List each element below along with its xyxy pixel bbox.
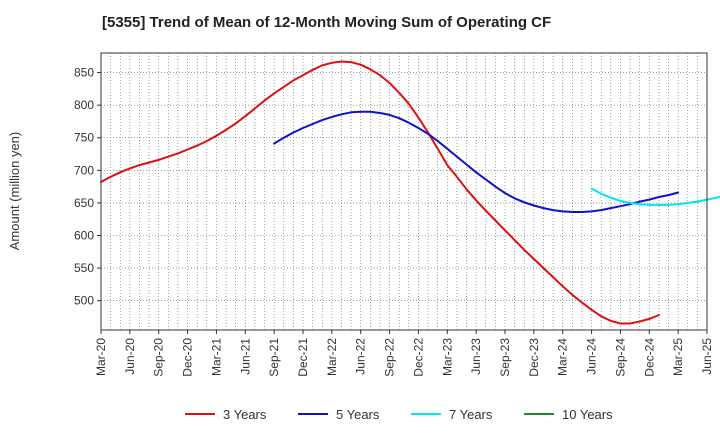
x-tick-label: Jun-20 [123, 338, 137, 375]
grid [101, 53, 707, 330]
x-tick-label: Mar-22 [325, 338, 339, 376]
y-tick-label: 500 [74, 294, 94, 308]
x-tick-label: Dec-21 [296, 338, 310, 377]
x-tick-label: Dec-20 [181, 338, 195, 377]
y-tick-label: 800 [74, 98, 94, 112]
x-tick-label: Mar-24 [556, 338, 570, 376]
x-tick-label: Jun-24 [585, 338, 599, 375]
legend-label: 3 Years [223, 407, 267, 422]
y-tick-label: 700 [74, 163, 94, 177]
x-tick-label: Sep-24 [613, 338, 627, 377]
plot-border [100, 52, 708, 331]
x-tick-label: Sep-22 [383, 338, 397, 377]
x-tick-label: Mar-21 [209, 338, 223, 376]
x-tick-label: Sep-21 [267, 338, 281, 377]
chart-title: [5355] Trend of Mean of 12-Month Moving … [102, 14, 552, 31]
legend-label: 5 Years [336, 407, 380, 422]
x-tick-label: Sep-20 [152, 338, 166, 377]
x-tick-label: Jun-25 [700, 338, 714, 375]
x-tick-label: Dec-23 [527, 338, 541, 377]
x-tick-label: Jun-21 [238, 338, 252, 375]
x-tick-label: Mar-20 [94, 338, 108, 376]
x-tick-label: Mar-25 [671, 338, 685, 376]
y-axis: 500 550 600 650 700 750 800 850 [74, 66, 101, 308]
x-tick-label: Dec-24 [642, 338, 656, 377]
y-tick-label: 850 [74, 66, 94, 80]
y-tick-label: 750 [74, 131, 94, 145]
x-tick-label: Jun-22 [354, 338, 368, 375]
x-tick-label: Mar-23 [440, 338, 454, 376]
plot-area [101, 53, 707, 330]
y-tick-label: 650 [74, 196, 94, 210]
legend-label: 10 Years [562, 407, 613, 422]
y-axis-label: Amount (million yen) [7, 132, 22, 251]
x-tick-label: Dec-22 [411, 338, 425, 377]
series-line-3-years [100, 60, 660, 325]
series-line-5-years [273, 110, 680, 213]
legend: 3 Years 5 Years 7 Years 10 Years [185, 407, 613, 422]
x-tick-label: Sep-23 [498, 338, 512, 377]
x-tick-label: Jun-23 [469, 338, 483, 375]
y-tick-label: 600 [74, 228, 94, 242]
x-axis: Mar-20 Jun-20 Sep-20 Dec-20 Mar-21 Jun-21 Sep-… [94, 330, 714, 377]
legend-label: 7 Years [449, 407, 493, 422]
y-tick-label: 550 [74, 261, 94, 275]
